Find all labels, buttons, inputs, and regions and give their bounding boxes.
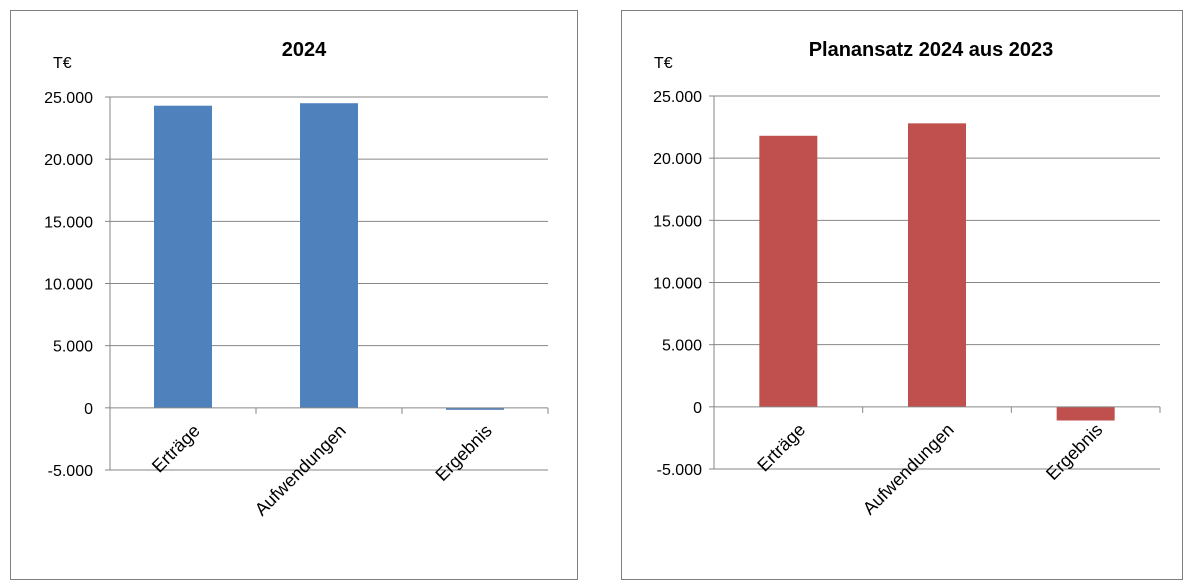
bar-ergebnis [1056, 406, 1115, 421]
bars [759, 123, 1115, 421]
chart-2024: 2024 T€ 25.000 20.000 15.000 10.000 5.000 0 -5… [44, 39, 549, 520]
bar-erträge [154, 105, 212, 408]
y-tick-label: -5.000 [657, 462, 702, 479]
y-tick-label: 15.000 [653, 213, 702, 230]
y-tick-label: 5.000 [53, 339, 93, 356]
axes [709, 95, 1161, 470]
y-tick-label: 15.000 [44, 214, 93, 231]
chart-panel-2024: 2024 T€ 25.000 20.000 15.000 10.000 5.000 0 -5… [10, 10, 578, 580]
y-tick-label: 0 [84, 401, 93, 418]
y-tick-label: 5.000 [662, 338, 702, 355]
y-axis-ticks: 25.000 20.000 15.000 10.000 5.000 0 -5.000 [653, 89, 702, 479]
y-axis-unit: T€ [654, 55, 673, 72]
chart-title: Planansatz 2024 aus 2023 [809, 39, 1054, 61]
bar-aufwendungen [908, 123, 966, 407]
y-tick-label: 0 [693, 400, 702, 417]
category-label: Erträge [148, 421, 204, 477]
y-axis-unit: T€ [53, 55, 72, 72]
y-tick-label: 20.000 [653, 151, 702, 168]
y-tick-label: 25.000 [44, 90, 93, 107]
category-label: Erträge [753, 420, 809, 476]
y-tick-label: 20.000 [44, 152, 93, 169]
chart-title: 2024 [282, 39, 327, 61]
category-label: Ergebnis [431, 421, 495, 485]
bar-aufwendungen [300, 103, 358, 408]
axes [105, 96, 549, 471]
y-tick-label: 10.000 [653, 276, 702, 293]
bar-ergebnis [446, 407, 504, 410]
y-tick-label: 25.000 [653, 89, 702, 106]
y-tick-label: -5.000 [48, 463, 93, 480]
y-axis-ticks: 25.000 20.000 15.000 10.000 5.000 0 -5.000 [44, 90, 93, 480]
chart-panel-planansatz: Planansatz 2024 aus 2023 T€ 25.000 20.000… [621, 10, 1183, 580]
bars [154, 103, 504, 410]
y-tick-label: 10.000 [44, 277, 93, 294]
chart-planansatz-2024-aus-2023: Planansatz 2024 aus 2023 T€ 25.000 20.000… [653, 39, 1161, 519]
category-label: Ergebnis [1042, 420, 1106, 484]
bar-erträge [759, 135, 818, 407]
